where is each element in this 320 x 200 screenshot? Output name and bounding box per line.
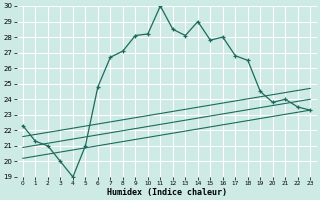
X-axis label: Humidex (Indice chaleur): Humidex (Indice chaleur) — [107, 188, 227, 197]
